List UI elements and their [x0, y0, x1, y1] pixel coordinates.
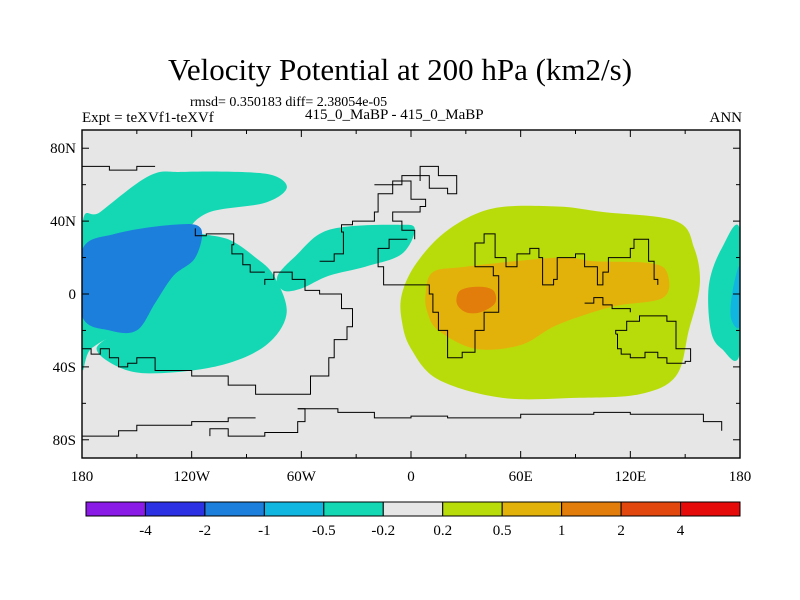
contour-region-neg_strong-2	[82, 224, 203, 334]
coastline-3	[377, 233, 659, 359]
contour-region-neg_mid-4	[730, 265, 740, 329]
colorbar-swatch-0	[85, 501, 146, 517]
colorbar-swatch-9	[620, 501, 682, 517]
colorbar-label-9: 4	[677, 523, 685, 539]
colorbar: -4 -2 -1 -0.5 -0.2 0.2 0.5 1 2 4	[85, 501, 741, 539]
coastline-8	[374, 165, 458, 195]
x-tick-label-3: 0	[407, 469, 415, 485]
coastline-7	[209, 408, 306, 437]
colorbar-label-5: 0.2	[433, 523, 452, 539]
y-tick-label-2: 0	[69, 287, 77, 303]
chart-title: Velocity Potential at 200 hPa (km2/s)	[167, 52, 633, 87]
x-axis: 180 120W 60W 0 60E 120E 180	[71, 130, 752, 485]
colorbar-label-0: -4	[139, 523, 152, 539]
case-label: 415_0_MaBP - 415_0_MaBP	[305, 107, 484, 123]
colorbar-label-2: -1	[258, 523, 271, 539]
coastline-5	[297, 408, 723, 431]
coastline-10	[82, 165, 156, 171]
season-label: ANN	[709, 110, 743, 126]
colorbar-swatch-10	[680, 501, 741, 517]
colorbar-swatch-8	[561, 501, 622, 517]
colorbar-swatch-4	[323, 501, 384, 517]
coastline-layer	[82, 165, 723, 437]
y-tick-label-4: 80S	[53, 433, 76, 449]
coastline-0	[82, 271, 353, 395]
x-tick-label-6: 180	[729, 469, 752, 485]
colorbar-label-6: 0.5	[493, 523, 512, 539]
contour-region-pos_strong-7	[456, 286, 497, 314]
x-tick-label-0: 180	[71, 469, 94, 485]
y-axis: 80N 40N 0 40S 80S	[50, 141, 740, 449]
x-tick-label-2: 60W	[287, 469, 317, 485]
coastline-6	[82, 417, 256, 437]
coastline-1	[194, 228, 265, 273]
y-tick-label-3: 40S	[53, 360, 76, 376]
colorbar-label-4: -0.2	[371, 523, 395, 539]
x-tick-label-1: 120W	[173, 469, 211, 485]
colorbar-swatch-5	[382, 501, 444, 517]
coastline-4	[615, 315, 692, 364]
colorbar-label-7: 1	[558, 523, 566, 539]
colorbar-swatch-3	[263, 501, 325, 517]
colorbar-swatch-1	[144, 501, 206, 517]
colorbar-label-1: -2	[199, 523, 212, 539]
y-tick-label-0: 80N	[50, 141, 76, 157]
stats-text: rmsd= 0.350183 diff= 2.38054e-05	[190, 95, 388, 110]
coastline-2	[319, 180, 427, 262]
contour-fill-layer	[82, 171, 740, 400]
colorbar-swatch-2	[204, 501, 265, 517]
contour-region-neg_weak-3	[708, 224, 740, 361]
colorbar-swatch-7	[501, 501, 563, 517]
experiment-label: Expt = teXVf1-teXVf	[82, 110, 214, 126]
colorbar-swatch-6	[442, 501, 503, 517]
contour-region-neg_weak-1	[276, 224, 415, 292]
x-tick-label-4: 60E	[509, 469, 533, 485]
coastline-9	[584, 297, 631, 313]
colorbar-label-3: -0.5	[312, 523, 336, 539]
contour-region-pos_mid-6	[425, 257, 670, 350]
x-tick-label-5: 120E	[614, 469, 646, 485]
colorbar-label-8: 2	[617, 523, 625, 539]
y-tick-label-1: 40N	[50, 214, 76, 230]
